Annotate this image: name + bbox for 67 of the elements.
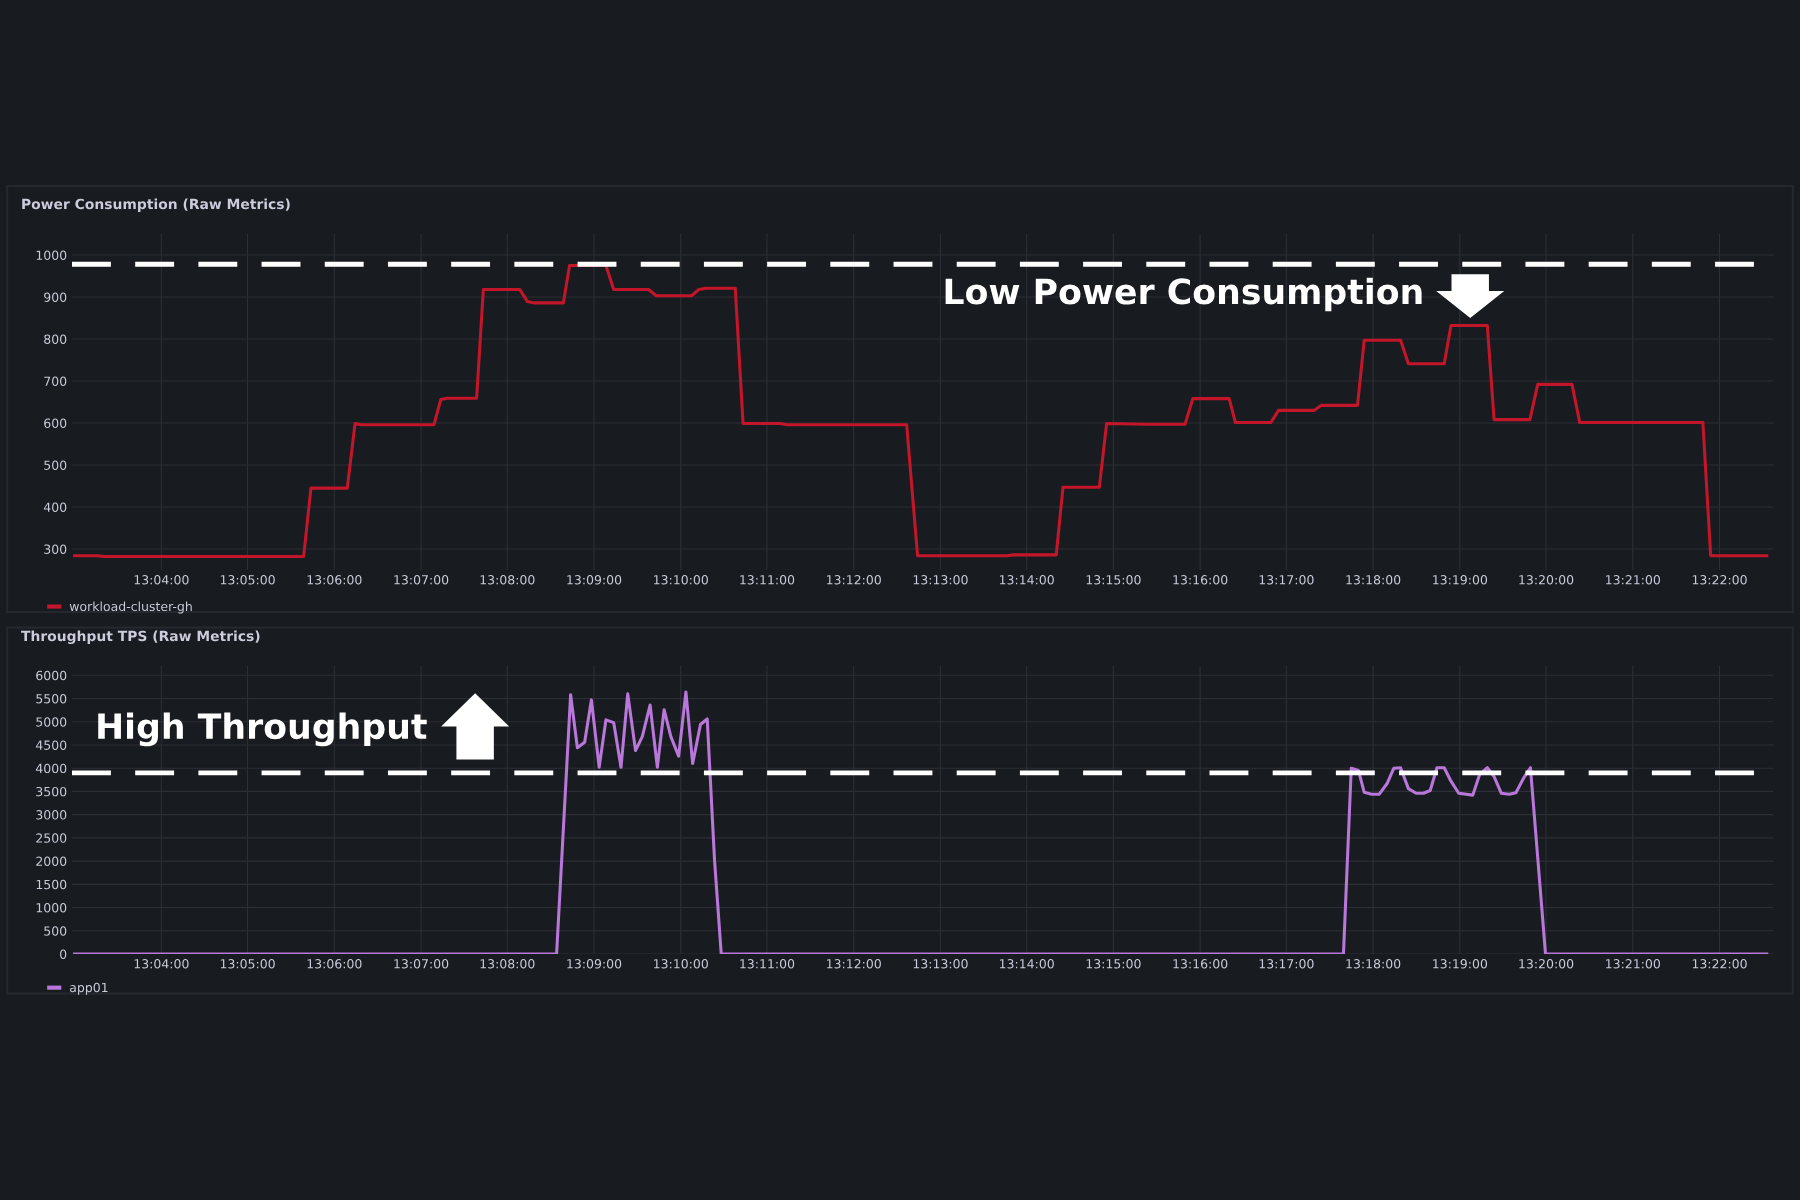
- x-tick-label: 13:10:00: [654, 575, 708, 585]
- y-tick-label: 5500: [36, 693, 67, 704]
- x-tick-label: 13:06:00: [307, 959, 362, 969]
- x-tick-label: 13:10:00: [654, 959, 708, 969]
- chart-title: Power Consumption (Raw Metrics): [22, 198, 290, 212]
- x-tick-label: 13:22:00: [1692, 959, 1747, 969]
- x-tick-label: 13:08:00: [480, 575, 535, 585]
- y-tick-label: 1500: [36, 879, 67, 890]
- x-tick-label: 13:22:00: [1692, 575, 1747, 585]
- x-tick-label: 13:13:00: [913, 575, 968, 585]
- x-tick-label: 13:04:00: [134, 959, 189, 969]
- x-tick-label: 13:14:00: [999, 959, 1054, 969]
- y-tick-label: 2500: [36, 833, 67, 843]
- x-tick-label: 13:12:00: [826, 959, 881, 969]
- x-tick-label: 13:04:00: [134, 575, 189, 585]
- y-tick-label: 4000: [35, 763, 67, 774]
- x-tick-label: 13:07:00: [394, 959, 449, 969]
- x-tick-label: 13:18:00: [1346, 575, 1401, 585]
- x-tick-label: 13:16:00: [1173, 575, 1228, 585]
- y-tick-label: 1000: [36, 903, 67, 913]
- y-tick-label: 3500: [36, 786, 67, 797]
- y-tick-label: 500: [44, 926, 67, 936]
- y-tick-label: 900: [44, 292, 67, 302]
- line-series: [73, 263, 1769, 559]
- y-tick-label: 5000: [36, 717, 67, 727]
- y-tick-label: 6000: [36, 670, 67, 681]
- x-tick-label: 13:15:00: [1086, 959, 1141, 969]
- y-tick-label: 300: [44, 544, 67, 554]
- x-tick-label: 13:16:00: [1173, 959, 1228, 969]
- legend-label: workload-cluster-gh: [69, 601, 192, 614]
- legend-label: app01: [69, 982, 108, 995]
- y-tick-label: 700: [44, 376, 67, 386]
- x-tick-label: 13:17:00: [1259, 575, 1314, 585]
- x-tick-label: 13:15:00: [1086, 575, 1141, 585]
- x-tick-label: 13:19:00: [1433, 959, 1488, 969]
- x-tick-label: 13:20:00: [1519, 959, 1574, 969]
- x-tick-label: 13:11:00: [740, 575, 795, 585]
- x-tick-label: 13:18:00: [1346, 959, 1401, 969]
- x-tick-label: 13:20:00: [1519, 575, 1574, 585]
- y-tick-label: 1000: [36, 250, 67, 260]
- x-tick-label: 13:11:00: [740, 959, 795, 969]
- x-tick-label: 13:05:00: [220, 959, 275, 969]
- y-tick-label: 3000: [36, 810, 67, 820]
- y-tick-label: 0: [60, 949, 67, 959]
- x-tick-label: 13:19:00: [1433, 575, 1488, 585]
- y-tick-label: 800: [44, 334, 67, 344]
- annotation: Low Power Consumption: [945, 277, 1422, 312]
- x-tick-label: 13:21:00: [1606, 575, 1660, 585]
- x-tick-label: 13:14:00: [999, 575, 1054, 585]
- x-tick-label: 13:09:00: [567, 575, 622, 585]
- x-tick-label: 13:17:00: [1259, 959, 1314, 969]
- y-tick-label: 400: [43, 502, 67, 512]
- y-tick-label: 500: [44, 460, 67, 470]
- x-tick-label: 13:06:00: [307, 575, 362, 585]
- x-tick-label: 13:21:00: [1606, 959, 1660, 969]
- y-tick-label: 2000: [36, 856, 67, 867]
- x-tick-label: 13:12:00: [826, 575, 881, 585]
- x-tick-label: 13:07:00: [394, 575, 449, 585]
- x-tick-label: 13:05:00: [220, 575, 275, 585]
- x-tick-label: 13:09:00: [567, 959, 622, 969]
- y-tick-label: 600: [44, 418, 67, 428]
- x-tick-label: 13:08:00: [480, 959, 535, 969]
- x-tick-label: 13:13:00: [913, 959, 968, 969]
- chart-title: Throughput TPS (Raw Metrics): [21, 630, 260, 644]
- annotation: High Throughput: [98, 712, 427, 747]
- line-series: [73, 690, 1769, 954]
- y-tick-label: 4500: [35, 740, 67, 750]
